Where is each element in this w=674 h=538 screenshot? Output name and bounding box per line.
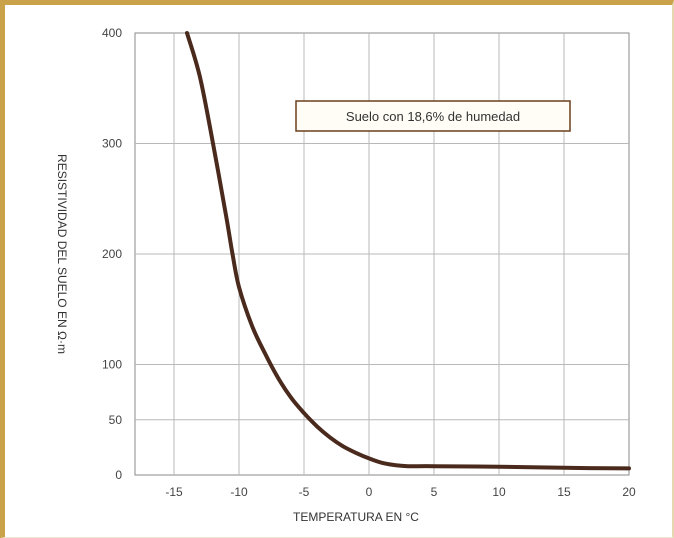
y-tick-label: 200 [102, 247, 122, 261]
x-tick-label: -10 [230, 485, 248, 499]
annotation-box: Suelo con 18,6% de humedad [295, 100, 571, 132]
x-tick-label: 10 [492, 485, 506, 499]
x-tick-label: 5 [431, 485, 438, 499]
annotation-text: Suelo con 18,6% de humedad [346, 109, 520, 124]
y-axis-title: RESISTIVIDAD DEL SUELO EN Ω·m [55, 154, 69, 354]
x-tick-labels: -15 -10 -5 0 5 10 15 20 [165, 485, 636, 499]
y-tick-label: 100 [102, 358, 122, 372]
x-tick-label: 0 [366, 485, 373, 499]
series-group [185, 31, 631, 471]
x-tick-label: -15 [165, 485, 183, 499]
y-tick-label: 50 [109, 413, 123, 427]
y-tick-label: 300 [102, 137, 122, 151]
x-axis-title: TEMPERATURA EN °C [293, 510, 419, 524]
series-line [185, 31, 631, 471]
y-tick-labels: 0 50 100 200 300 400 [102, 26, 122, 482]
x-tick-label: -5 [299, 485, 310, 499]
y-tick-label: 0 [115, 468, 122, 482]
x-tick-label: 20 [622, 485, 636, 499]
x-tick-label: 15 [557, 485, 571, 499]
y-tick-label: 400 [102, 26, 122, 40]
